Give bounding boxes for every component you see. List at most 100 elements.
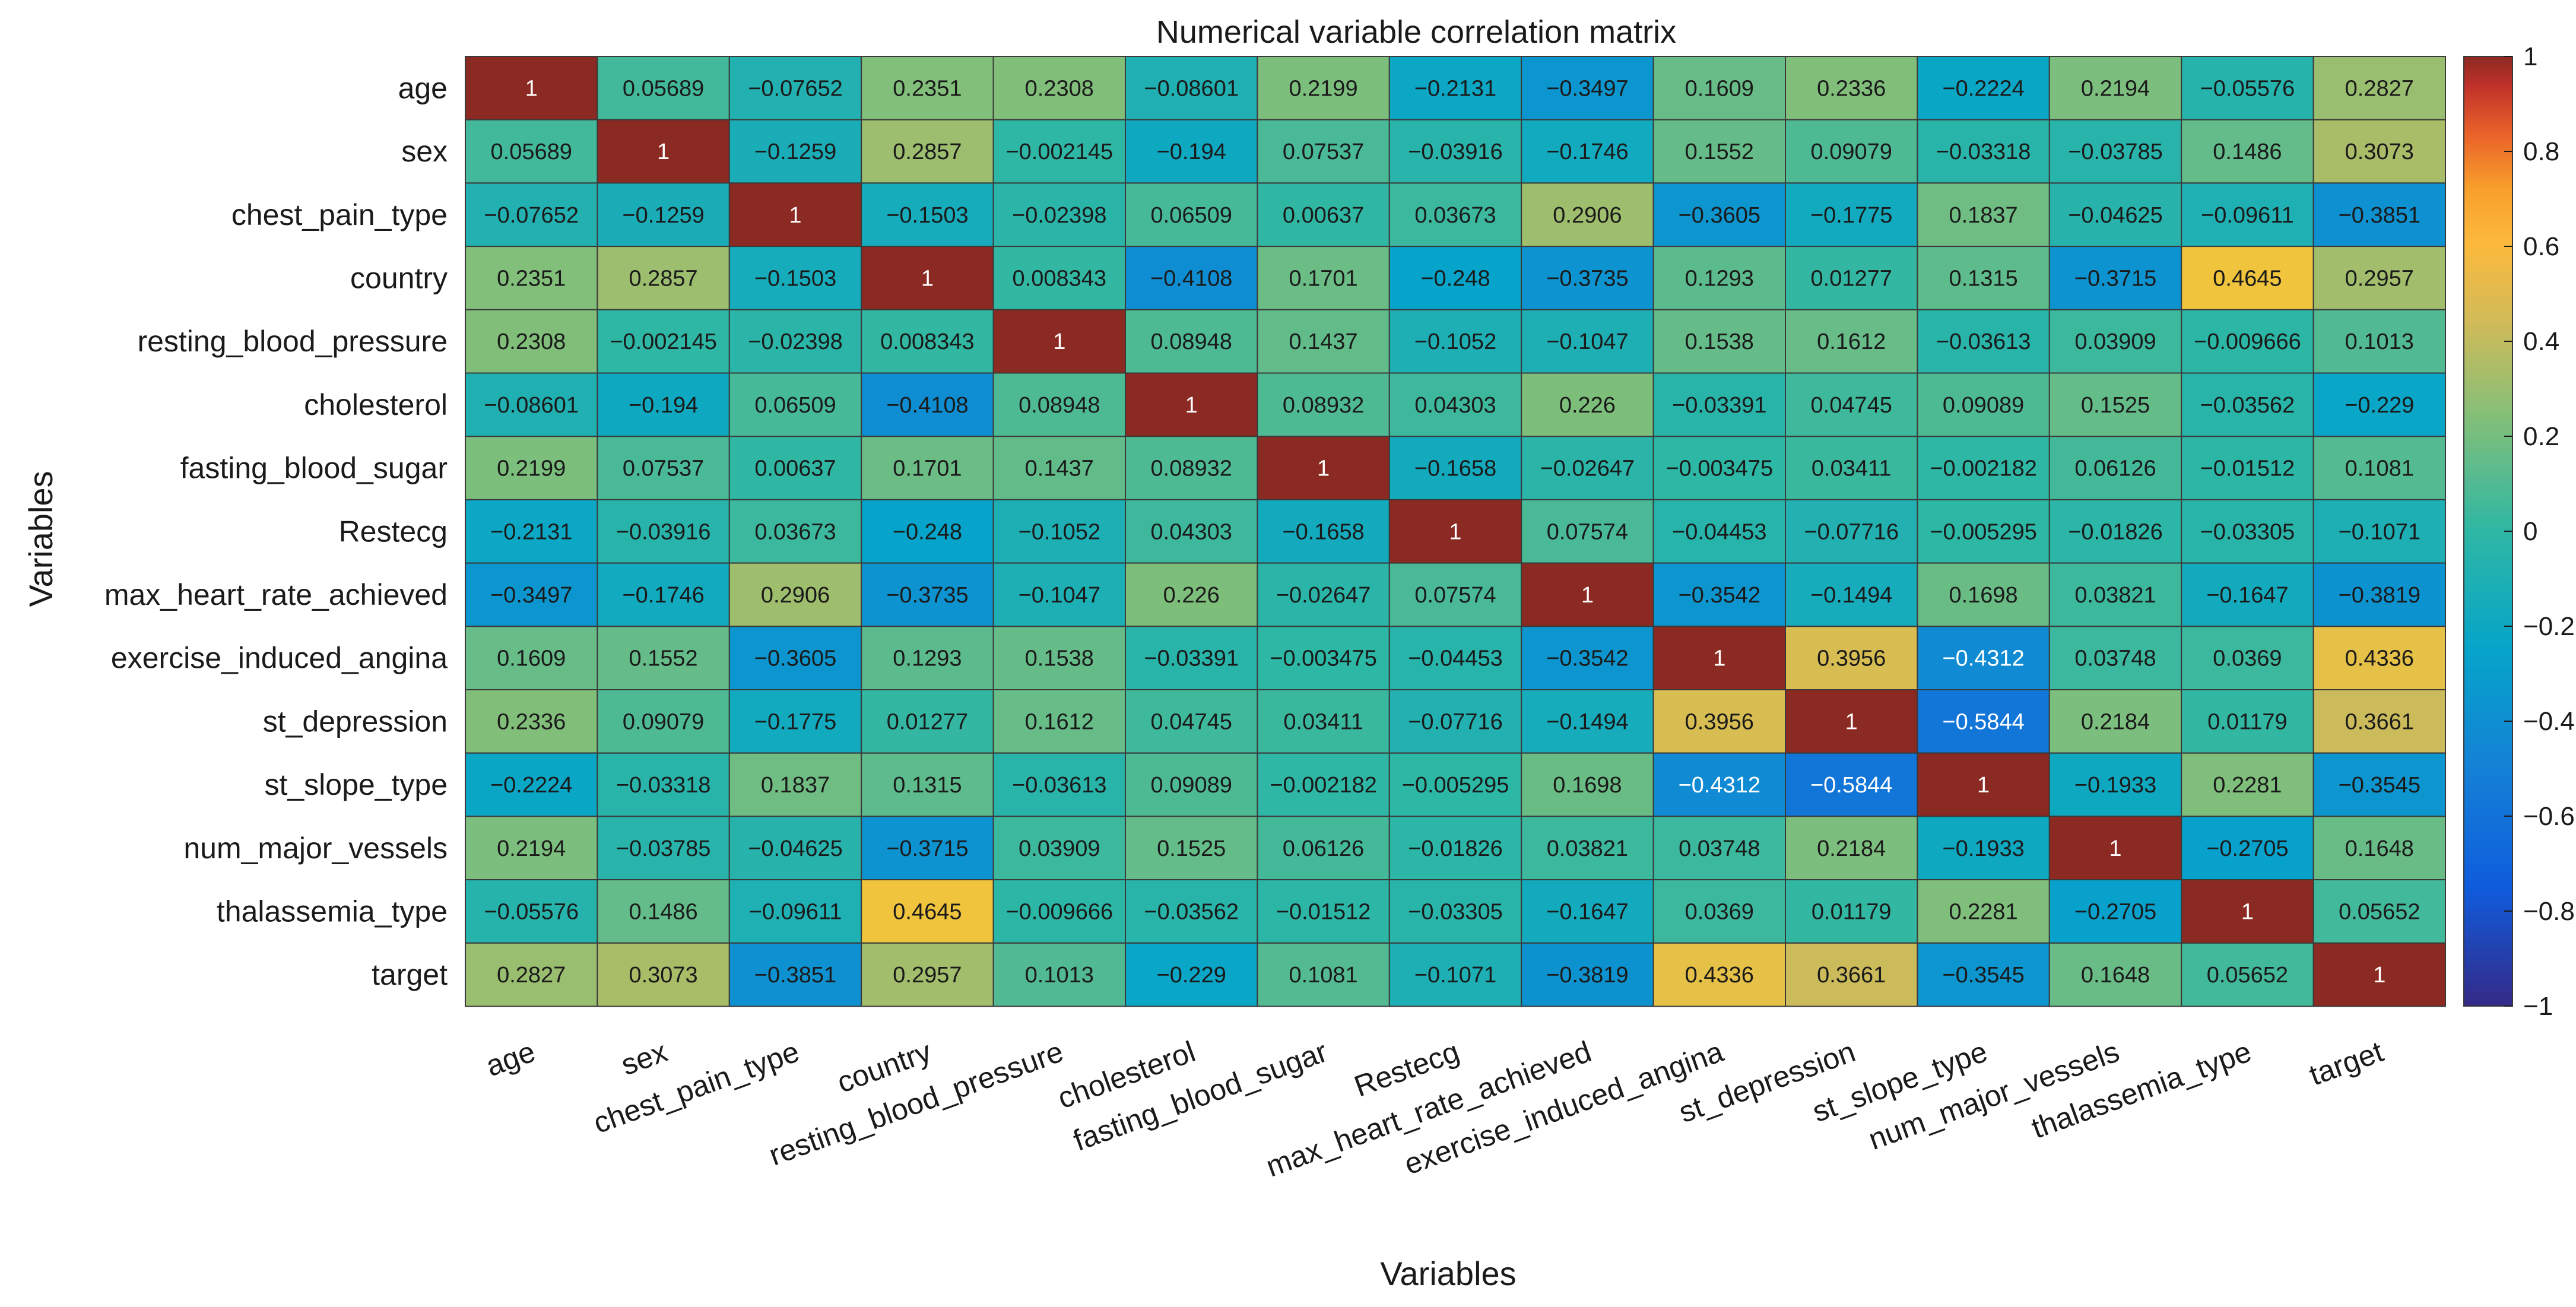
heatmap-cell (465, 56, 598, 120)
heatmap-cell (465, 372, 598, 437)
y-axis-tick-label: resting_blood_pressure (137, 325, 448, 358)
heatmap-cell (465, 562, 598, 627)
heatmap-cell (992, 689, 1126, 754)
heatmap-cell (861, 309, 994, 374)
heatmap-cell (1388, 499, 1522, 564)
heatmap-cell (1917, 626, 2050, 691)
heatmap-cell (2181, 689, 2314, 754)
heatmap-cell (1125, 436, 1258, 500)
heatmap-cell-value: 0.1437 (1025, 456, 1094, 481)
heatmap-cell (2181, 752, 2314, 817)
heatmap-cell-value: 0.4336 (1685, 963, 1754, 988)
heatmap-cell-value: −0.002145 (610, 329, 717, 354)
heatmap-cell-value: 0.1612 (1817, 329, 1886, 354)
heatmap-cell (2312, 372, 2447, 437)
heatmap-cell (1257, 879, 1390, 944)
heatmap-cell (1652, 182, 1787, 248)
heatmap-cell-value: 0.1837 (761, 773, 830, 798)
heatmap-cell (1125, 56, 1258, 120)
heatmap-cell-value: 0.1648 (2345, 836, 2414, 861)
heatmap-cell-value: 0.3073 (629, 963, 697, 988)
heatmap-cell (2048, 499, 2182, 564)
heatmap-cell (861, 626, 994, 691)
heatmap-cell-value: 0.1609 (1685, 76, 1754, 101)
heatmap-cell-value: 0.01277 (887, 709, 968, 734)
heatmap-cell-value: −0.3542 (1679, 583, 1760, 608)
heatmap-cell-value: −0.01512 (1276, 899, 1371, 924)
heatmap-cell (861, 56, 994, 120)
heatmap-cell-value: −0.1259 (622, 203, 704, 228)
heatmap-cell-value: −0.2224 (490, 773, 572, 798)
y-axis-tick-label: cholesterol (304, 388, 448, 421)
heatmap-cell-value: 1 (1053, 329, 1065, 354)
heatmap-cell-value: −0.03613 (1012, 773, 1107, 798)
heatmap-cell (1125, 246, 1258, 310)
heatmap-cell-value: 0.0369 (2213, 646, 2282, 671)
heatmap-cell (2181, 816, 2314, 881)
heatmap-cell-value: −0.229 (2345, 393, 2414, 418)
heatmap-cell (992, 119, 1126, 184)
heatmap-cell-value: 0.2857 (629, 266, 697, 291)
heatmap-cell-value: −0.3819 (2339, 583, 2420, 608)
heatmap-cell (2312, 182, 2447, 248)
heatmap-cell-value: 0.01277 (1811, 266, 1892, 291)
y-axis-tick-label: st_depression (263, 705, 448, 738)
heatmap-cell-value: 1 (525, 76, 538, 101)
heatmap-cell-value: 0.06509 (754, 393, 836, 418)
heatmap-cell-value: 0.3661 (1817, 963, 1886, 988)
heatmap-cell-value: −0.05576 (484, 899, 579, 924)
heatmap-cell (1257, 689, 1390, 754)
heatmap-cell-value: −0.1933 (2074, 773, 2156, 798)
heatmap-cell (2312, 56, 2447, 120)
heatmap-cell-value: 0.4645 (2213, 266, 2282, 291)
heatmap-cell-value: 0.03821 (1547, 836, 1628, 861)
heatmap-cell-value: −0.3545 (2339, 773, 2420, 798)
heatmap-cell-value: 0.09089 (1151, 773, 1232, 798)
heatmap-cell (2048, 816, 2182, 881)
heatmap-cell (1917, 689, 2050, 754)
heatmap-cell-value: −0.005295 (1402, 773, 1509, 798)
heatmap-cell (597, 816, 730, 881)
heatmap-cell-value: 0.04745 (1151, 709, 1232, 734)
heatmap-cell-value: −0.4312 (1679, 773, 1760, 798)
heatmap-cell (2181, 436, 2314, 500)
heatmap-cell (1257, 182, 1390, 248)
heatmap-cell (1521, 372, 1654, 437)
heatmap-cell (1257, 436, 1390, 500)
heatmap-cell-value: −0.248 (893, 519, 962, 544)
heatmap-cell (2048, 372, 2182, 437)
heatmap-cell-value: 0.2184 (2081, 709, 2150, 734)
heatmap-cell (1785, 816, 1918, 881)
heatmap-cell (992, 182, 1126, 248)
heatmap-cell (1125, 562, 1258, 627)
heatmap-cell (2312, 752, 2447, 817)
heatmap-cell (1125, 372, 1258, 437)
heatmap-cell-value: −0.03562 (1144, 899, 1239, 924)
heatmap-cell-value: −0.03916 (1408, 139, 1503, 164)
heatmap-cell (1785, 626, 1918, 691)
heatmap-cell-value: −0.03916 (616, 519, 711, 544)
heatmap-cell (1388, 942, 1522, 1007)
heatmap-cell-value: 0.2827 (497, 963, 566, 988)
heatmap-cell-value: 0.2199 (497, 456, 566, 481)
heatmap-cell-value: 0.04303 (1414, 393, 1496, 418)
heatmap-cell-value: 1 (1845, 709, 1858, 734)
heatmap-cell-value: −0.3542 (1546, 646, 1628, 671)
x-axis-tick-label: sex (617, 1035, 671, 1081)
heatmap-cell-value: −0.194 (1157, 139, 1226, 164)
heatmap-cell-value: 0.008343 (1013, 266, 1107, 291)
heatmap-cell-value: 1 (921, 266, 934, 291)
heatmap-cell (861, 436, 994, 500)
heatmap-cell-value: 0.2281 (2213, 773, 2282, 798)
heatmap-cell (1388, 816, 1522, 881)
heatmap-cell-value: 0.2281 (1949, 899, 2017, 924)
heatmap-cell (728, 372, 862, 437)
heatmap-cell-value: −0.05576 (2200, 76, 2295, 101)
y-axis-tick-label: st_slope_type (264, 768, 448, 801)
heatmap-cell-value: −0.03613 (1936, 329, 2031, 354)
heatmap-cell-value: 0.1648 (2081, 963, 2150, 988)
heatmap-cell-value: 0.1081 (1289, 963, 1357, 988)
heatmap-cell (992, 499, 1126, 564)
heatmap-cell-value: −0.07652 (748, 76, 843, 101)
heatmap-cell-value: 0.1525 (2081, 393, 2150, 418)
